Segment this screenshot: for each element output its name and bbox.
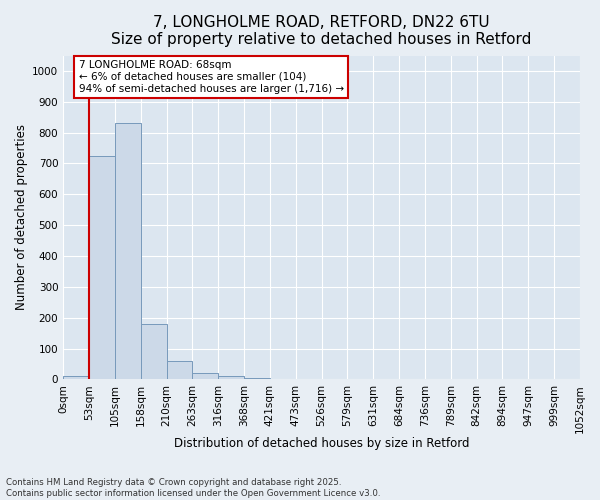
Bar [193,373,218,380]
Title: 7, LONGHOLME ROAD, RETFORD, DN22 6TU
Size of property relative to detached house: 7, LONGHOLME ROAD, RETFORD, DN22 6TU Siz… [112,15,532,48]
Bar [140,324,167,380]
X-axis label: Distribution of detached houses by size in Retford: Distribution of detached houses by size … [174,437,469,450]
Y-axis label: Number of detached properties: Number of detached properties [15,124,28,310]
Text: Contains HM Land Registry data © Crown copyright and database right 2025.
Contai: Contains HM Land Registry data © Crown c… [6,478,380,498]
Bar [63,376,89,380]
Text: 7 LONGHOLME ROAD: 68sqm
← 6% of detached houses are smaller (104)
94% of semi-de: 7 LONGHOLME ROAD: 68sqm ← 6% of detached… [79,60,344,94]
Bar [115,124,140,380]
Bar [218,376,244,380]
Bar [89,156,115,380]
Bar [244,378,270,380]
Bar [167,361,193,380]
